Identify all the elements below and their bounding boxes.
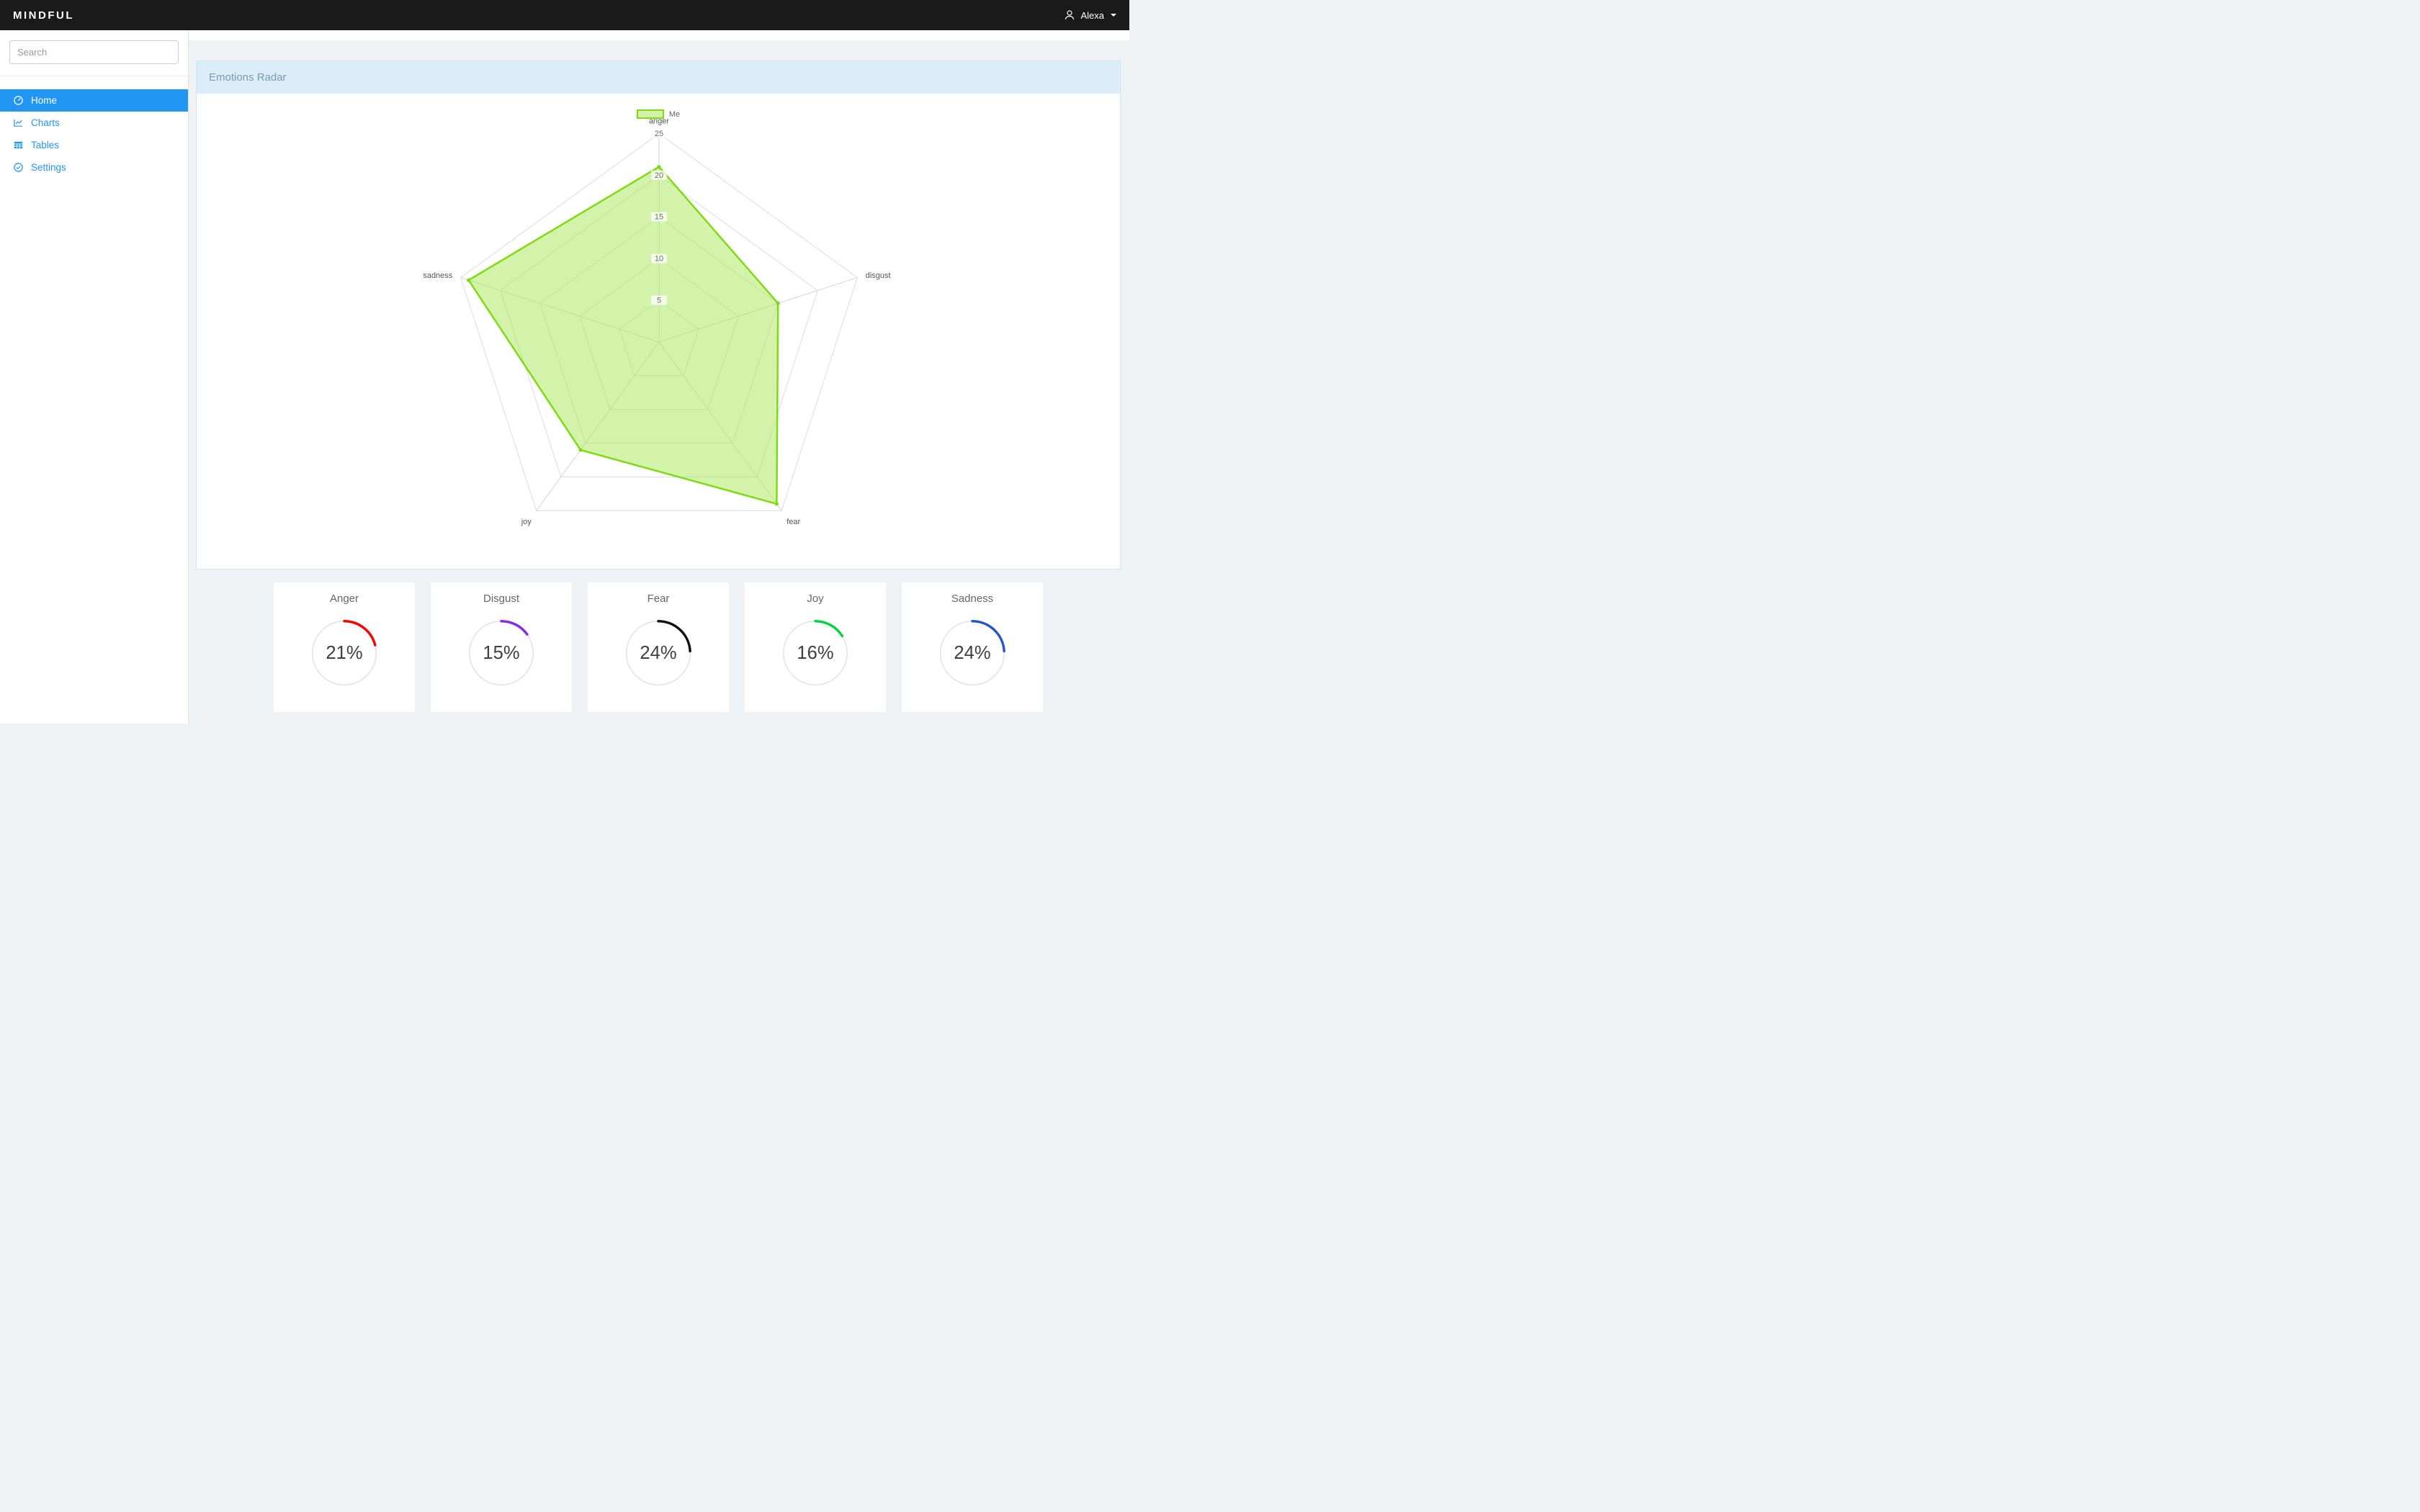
radar-svg: 5 10 15 20 25 anger disgust fear joy sadness	[423, 117, 890, 526]
table-icon	[13, 140, 24, 150]
gauge-value: 24%	[640, 643, 676, 663]
emotion-card-anger: Anger 21%	[274, 582, 415, 712]
check-circle-icon	[13, 162, 24, 173]
gauge-value: 24%	[954, 643, 990, 663]
sidebar-item-label: Settings	[31, 162, 66, 173]
radar-axis-labels: anger disgust fear joy sadness	[423, 117, 890, 526]
dashboard-icon	[13, 95, 24, 106]
svg-text:disgust: disgust	[866, 271, 891, 280]
brand: MINDFUL	[13, 9, 74, 22]
svg-text:10: 10	[655, 255, 663, 264]
gauge-title: Joy	[807, 593, 824, 605]
search-input[interactable]	[9, 40, 179, 64]
main-content: Emotions Radar Me 5 10 15 20 25 anger disgust f…	[189, 30, 1129, 724]
sidebar-item-home[interactable]: Home	[0, 89, 188, 112]
radar-series-me	[467, 165, 780, 506]
panel-title: Emotions Radar	[197, 61, 1120, 94]
sidebar-item-settings[interactable]: Settings	[0, 156, 188, 179]
caret-down-icon	[1111, 14, 1116, 17]
username: Alexa	[1080, 9, 1104, 21]
emotions-radar-panel: Emotions Radar Me 5 10 15 20 25 anger disgust f…	[196, 60, 1121, 570]
sidebar: Home Charts Tables Settings	[0, 30, 189, 724]
svg-text:joy: joy	[521, 518, 532, 526]
sidebar-nav: Home Charts Tables Settings	[0, 76, 188, 179]
search-bar	[0, 30, 188, 76]
sidebar-item-label: Tables	[31, 140, 60, 150]
gauge-sadness: 24%	[939, 620, 1005, 686]
gauge-value: 21%	[326, 643, 362, 663]
emotion-card-sadness: Sadness 24%	[902, 582, 1043, 712]
user-icon	[1064, 9, 1075, 21]
gauge-value: 16%	[797, 643, 833, 663]
radar-legend[interactable]: Me	[197, 109, 1120, 119]
gauge-disgust: 15%	[468, 620, 534, 686]
sidebar-item-charts[interactable]: Charts	[0, 112, 188, 134]
gauge-fear: 24%	[625, 620, 691, 686]
svg-text:sadness: sadness	[423, 271, 452, 280]
radar-tick-labels: 5 10 15 20 25	[651, 128, 667, 305]
svg-text:fear: fear	[786, 518, 800, 526]
navbar: MINDFUL Alexa	[0, 0, 1129, 30]
svg-text:20: 20	[655, 171, 663, 180]
sidebar-item-label: Home	[31, 95, 58, 106]
gauge-value: 15%	[483, 643, 519, 663]
clipped-content-strip	[189, 30, 1129, 40]
gauge-title: Disgust	[483, 593, 520, 605]
radar-chart: Me 5 10 15 20 25 anger disgust fear joy sadness	[197, 94, 1120, 569]
svg-text:15: 15	[655, 213, 663, 222]
gauge-title: Fear	[647, 593, 670, 605]
svg-text:5: 5	[657, 297, 661, 305]
line-chart-icon	[13, 117, 24, 128]
svg-text:anger: anger	[649, 117, 669, 125]
gauge-joy: 16%	[782, 620, 848, 686]
legend-swatch	[636, 109, 664, 119]
emotion-gauges: Anger 21% Disgust 15% Fear 24% Joy 16% Sadness 24…	[196, 582, 1121, 712]
sidebar-item-tables[interactable]: Tables	[0, 134, 188, 156]
emotion-card-disgust: Disgust 15%	[431, 582, 572, 712]
gauge-anger: 21%	[311, 620, 377, 686]
sidebar-item-label: Charts	[31, 117, 60, 128]
gauge-title: Sadness	[951, 593, 994, 605]
svg-text:25: 25	[655, 130, 663, 138]
user-menu[interactable]: Alexa	[1064, 9, 1116, 21]
emotion-card-fear: Fear 24%	[588, 582, 729, 712]
gauge-title: Anger	[329, 593, 359, 605]
emotion-card-joy: Joy 16%	[745, 582, 886, 712]
legend-label: Me	[668, 109, 681, 119]
